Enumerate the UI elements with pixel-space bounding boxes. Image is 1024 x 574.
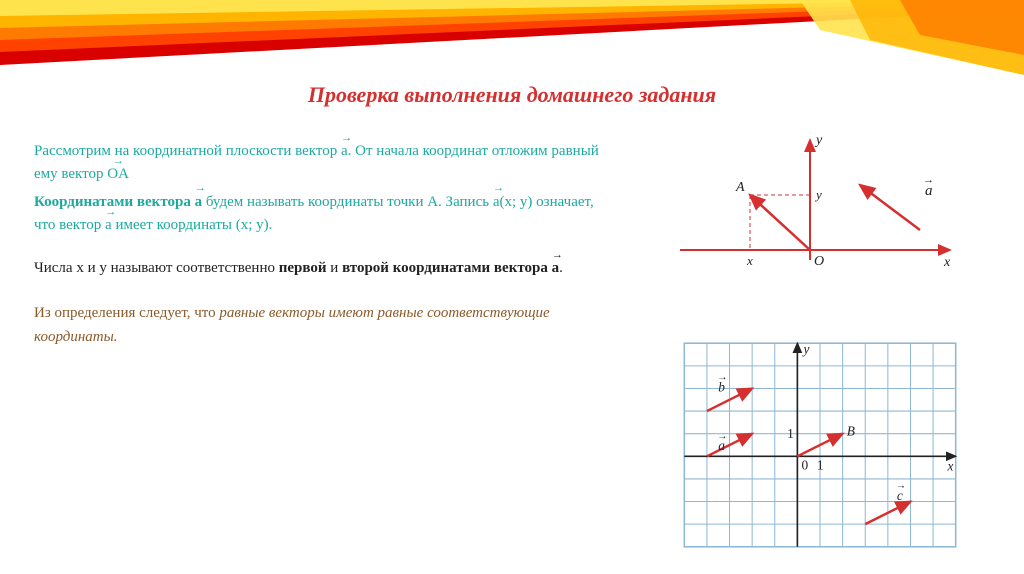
- svg-text:x: x: [746, 253, 753, 268]
- svg-text:x: x: [943, 255, 951, 270]
- svg-text:→: →: [717, 372, 727, 383]
- diagram-coordinate-axes: yxOAxya→: [670, 130, 970, 295]
- diagram-grid-vectors: yx011Ba→b→c→: [670, 335, 970, 555]
- vector-a: a: [493, 191, 500, 214]
- svg-text:→: →: [717, 431, 727, 442]
- text-column: Рассмотрим на координатной плоскости век…: [34, 140, 604, 349]
- text-bold: второй координатами вектора: [342, 260, 552, 276]
- paragraph-brown: Из определения следует, что равные векто…: [34, 302, 604, 349]
- svg-text:1: 1: [817, 458, 824, 473]
- svg-text:1: 1: [787, 426, 794, 441]
- svg-text:y: y: [802, 342, 810, 357]
- vector-a: a: [105, 214, 112, 237]
- text-bold: первой: [279, 260, 327, 276]
- text: имеет координаты (x; y).: [112, 217, 273, 233]
- text: будем называть координаты точки A. Запис…: [202, 194, 493, 210]
- decorative-stripes: [0, 0, 1024, 75]
- svg-text:0: 0: [801, 458, 808, 473]
- svg-text:y: y: [814, 133, 823, 148]
- svg-text:B: B: [847, 424, 855, 439]
- paragraph-teal-1: Рассмотрим на координатной плоскости век…: [34, 140, 604, 187]
- paragraph-teal-2: Координатами вектора a будем называть ко…: [34, 191, 604, 238]
- svg-text:x: x: [946, 459, 953, 474]
- svg-text:→: →: [923, 174, 934, 186]
- vector-oa: OA: [107, 163, 129, 186]
- vector-a: a: [341, 140, 348, 163]
- text: Рассмотрим на координатной плоскости век…: [34, 143, 341, 159]
- vector-a: a: [195, 191, 203, 214]
- text: Из определения следует, что: [34, 305, 219, 321]
- text: .: [559, 260, 563, 276]
- svg-text:y: y: [814, 187, 822, 202]
- paragraph-black: Числа x и y называют соответственно перв…: [34, 257, 604, 280]
- svg-text:A: A: [735, 180, 745, 195]
- text: Числа x и y называют соответственно: [34, 260, 279, 276]
- svg-text:→: →: [896, 481, 906, 492]
- text: и: [327, 260, 343, 276]
- vector-a: a: [552, 257, 560, 280]
- svg-text:O: O: [814, 254, 824, 269]
- slide-title: Проверка выполнения домашнего задания: [0, 82, 1024, 108]
